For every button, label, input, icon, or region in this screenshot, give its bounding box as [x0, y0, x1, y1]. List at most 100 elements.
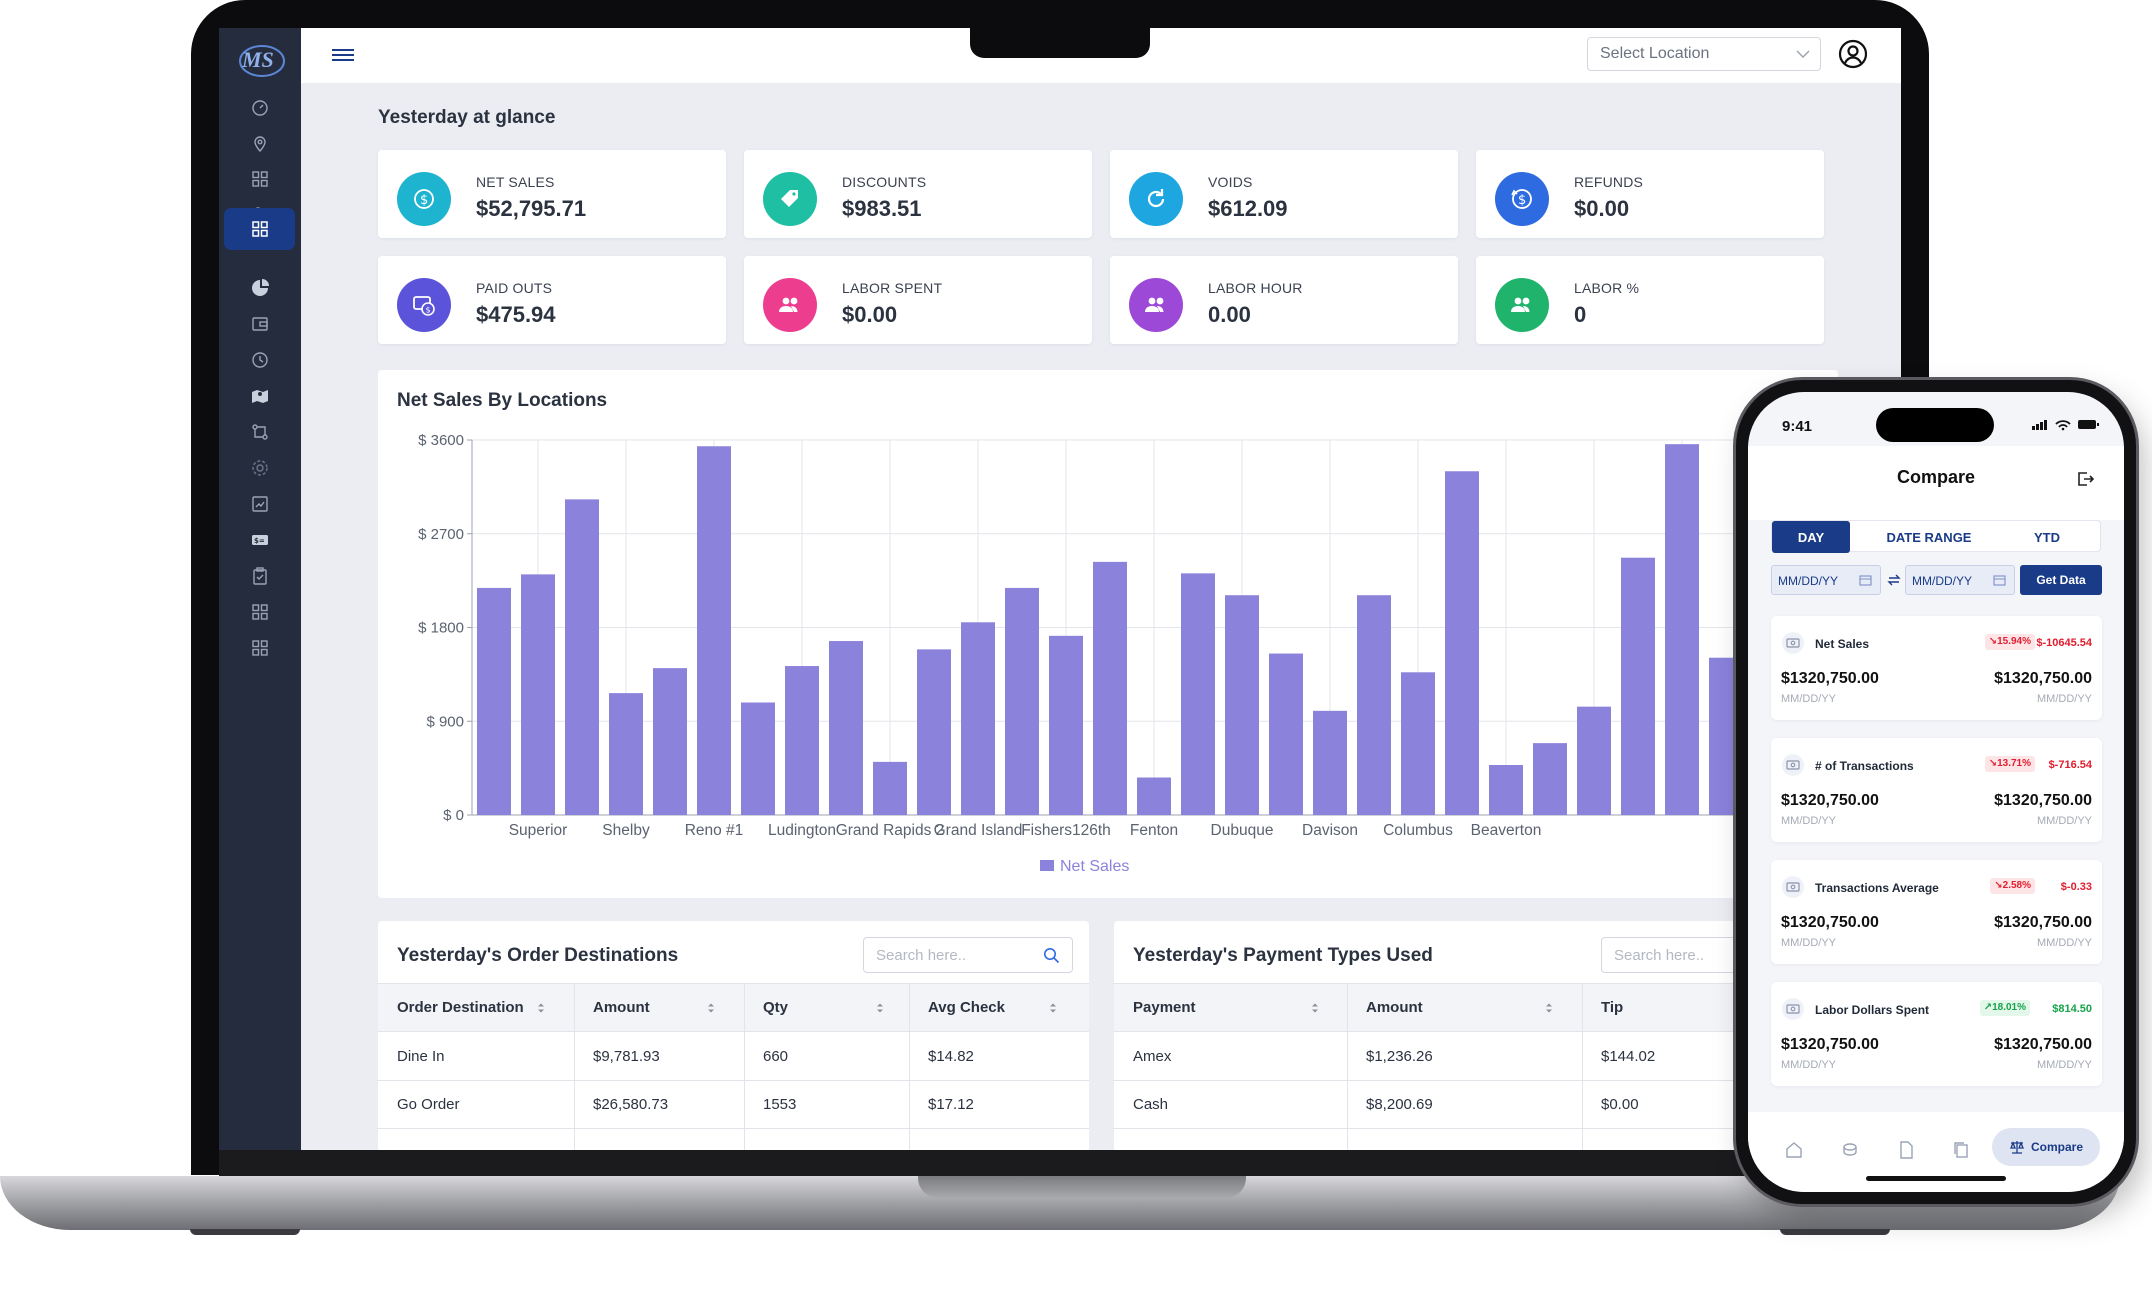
compare-card-labor-dollars-spent[interactable]: Labor Dollars Spent ↗18.01% $814.50 $1320,7…: [1771, 982, 2102, 1086]
table-cell: $9,781.93: [593, 1048, 660, 1065]
bar-21: [1401, 672, 1435, 815]
location-select[interactable]: Select Location: [1587, 37, 1821, 71]
table-cell: $8,200.69: [1366, 1096, 1433, 1113]
kpi-card-refunds[interactable]: $ REFUNDS $0.00: [1476, 150, 1824, 238]
legend-label: Net Sales: [1060, 858, 1129, 875]
laptop-foot: [1780, 1229, 1890, 1235]
bar-15: [1137, 777, 1171, 815]
search-icon[interactable]: [1043, 947, 1060, 964]
y-tick-label: $ 2700: [418, 526, 464, 543]
kpi-label: LABOR HOUR: [1208, 280, 1303, 296]
cash-register-icon: [1782, 876, 1804, 898]
kpi-value: $475.94: [476, 302, 556, 327]
grid-icon-2[interactable]: [219, 592, 301, 632]
sort-icon[interactable]: [1310, 1001, 1320, 1015]
kpi-card-labor[interactable]: LABOR % 0: [1476, 256, 1824, 344]
clock-icon[interactable]: [219, 340, 301, 380]
ms-logo[interactable]: MS: [233, 36, 287, 82]
swap-icon[interactable]: [1887, 573, 1901, 587]
metric-name: # of Transactions: [1815, 759, 1914, 773]
bar-1: [521, 574, 555, 815]
period-1-date: MM/DD/YY: [1781, 693, 1836, 705]
settings-gear-icon[interactable]: [219, 448, 301, 488]
nav-compare-button[interactable]: Compare: [1992, 1128, 2100, 1166]
bar-5: [697, 446, 731, 815]
get-data-button[interactable]: Get Data: [2020, 565, 2102, 595]
net-sales-chart-card: Net Sales By Locations $ 0 $ 900 $ 1800 $ 2…: [378, 370, 1838, 898]
sort-icon[interactable]: [1048, 1001, 1058, 1015]
kpi-icon-circle: $: [397, 172, 451, 226]
difference-value: $814.50: [2052, 1003, 2092, 1015]
home-indicator: [1866, 1176, 2006, 1181]
location-pin-icon[interactable]: [219, 123, 301, 163]
kpi-card-labor-hour[interactable]: LABOR HOUR 0.00: [1110, 256, 1458, 344]
paid-out-icon: $: [413, 296, 435, 316]
copy-icon[interactable]: [1951, 1140, 1971, 1160]
kpi-card-labor-spent[interactable]: LABOR SPENT $0.00: [744, 256, 1092, 344]
bar-0: [477, 587, 511, 815]
kpi-card-voids[interactable]: VOIDS $612.09: [1110, 150, 1458, 238]
x-tick-label: Grand Island: [934, 822, 1023, 839]
column-header[interactable]: Tip: [1601, 999, 1624, 1016]
order-search-input[interactable]: Search here..: [863, 937, 1073, 973]
tab-date-range[interactable]: DATE RANGE: [1886, 529, 1972, 545]
home-icon[interactable]: [1784, 1140, 1804, 1160]
map-icon[interactable]: [219, 376, 301, 416]
compare-card-transactions-average[interactable]: Transactions Average ↘2.58% $-0.33 $1320,75…: [1771, 860, 2102, 964]
coins-icon[interactable]: [1840, 1140, 1860, 1160]
wallet-icon[interactable]: [219, 304, 301, 344]
transfer-icon[interactable]: [219, 412, 301, 452]
column-header[interactable]: Amount: [1366, 999, 1423, 1016]
report-icon[interactable]: [219, 484, 301, 524]
sort-icon[interactable]: [706, 1001, 716, 1015]
kpi-card-discounts[interactable]: DISCOUNTS $983.51: [744, 150, 1092, 238]
kpi-icon-circle: $: [1495, 172, 1549, 226]
bar-8: [829, 641, 863, 815]
compare-card-of-transactions[interactable]: # of Transactions ↘13.71% $-716.54 $1320,75…: [1771, 738, 2102, 842]
grid-icon-3[interactable]: [219, 628, 301, 668]
date-input-1[interactable]: MM/DD/YY: [1771, 565, 1881, 595]
laptop-groove: [918, 1176, 1246, 1198]
column-header[interactable]: Order Destination: [397, 999, 524, 1016]
period-2-date: MM/DD/YY: [2037, 693, 2092, 705]
kpi-value: $0.00: [842, 302, 898, 327]
tab-day[interactable]: DAY: [1772, 521, 1850, 553]
tab-ytd[interactable]: YTD: [2034, 529, 2060, 545]
column-header[interactable]: Avg Check: [928, 999, 1005, 1016]
date-input-2[interactable]: MM/DD/YY: [1905, 565, 2015, 595]
date-input-1-placeholder: MM/DD/YY: [1778, 574, 1838, 588]
status-icons: [2032, 420, 2099, 431]
pie-chart-icon[interactable]: [219, 268, 301, 308]
cash-icon[interactable]: $=: [219, 520, 301, 560]
user-profile-icon[interactable]: [1837, 38, 1869, 70]
apps-grid-icon[interactable]: [224, 208, 295, 250]
kpi-label: VOIDS: [1208, 174, 1253, 190]
percent-change-badge: ↘15.94%: [1984, 634, 2035, 650]
svg-text:MS: MS: [241, 47, 274, 72]
clipboard-icon[interactable]: [219, 556, 301, 596]
column-header[interactable]: Payment: [1133, 999, 1196, 1016]
compare-card-net-sales[interactable]: Net Sales ↘15.94% $-10645.54 $1320,750.00 $1…: [1771, 616, 2102, 720]
grid-icon[interactable]: [219, 159, 301, 199]
sort-icon[interactable]: [875, 1001, 885, 1015]
column-header[interactable]: Amount: [593, 999, 650, 1016]
sort-icon[interactable]: [536, 1001, 546, 1015]
metric-name: Net Sales: [1815, 637, 1870, 651]
legend-swatch: [1040, 860, 1054, 871]
column-divider: [574, 983, 575, 1150]
kpi-card-paid-outs[interactable]: $ PAID OUTS $475.94: [378, 256, 726, 344]
dynamic-island: [1876, 408, 1994, 442]
period-1-value: $1320,750.00: [1781, 670, 1879, 687]
dashboard-gauge-icon[interactable]: [219, 87, 301, 127]
sort-icon[interactable]: [1544, 1001, 1554, 1015]
document-icon[interactable]: [1896, 1140, 1916, 1160]
kpi-card-net-sales[interactable]: $ NET SALES $52,795.71: [378, 150, 726, 238]
period-2-date: MM/DD/YY: [2037, 1059, 2092, 1071]
kpi-label: PAID OUTS: [476, 280, 553, 296]
hamburger-menu-icon[interactable]: [331, 44, 355, 66]
logout-icon[interactable]: [2076, 470, 2094, 488]
column-divider: [744, 983, 745, 1150]
column-header[interactable]: Qty: [763, 999, 789, 1016]
x-tick-label: Davison: [1302, 822, 1358, 839]
users-icon: [1511, 297, 1530, 312]
